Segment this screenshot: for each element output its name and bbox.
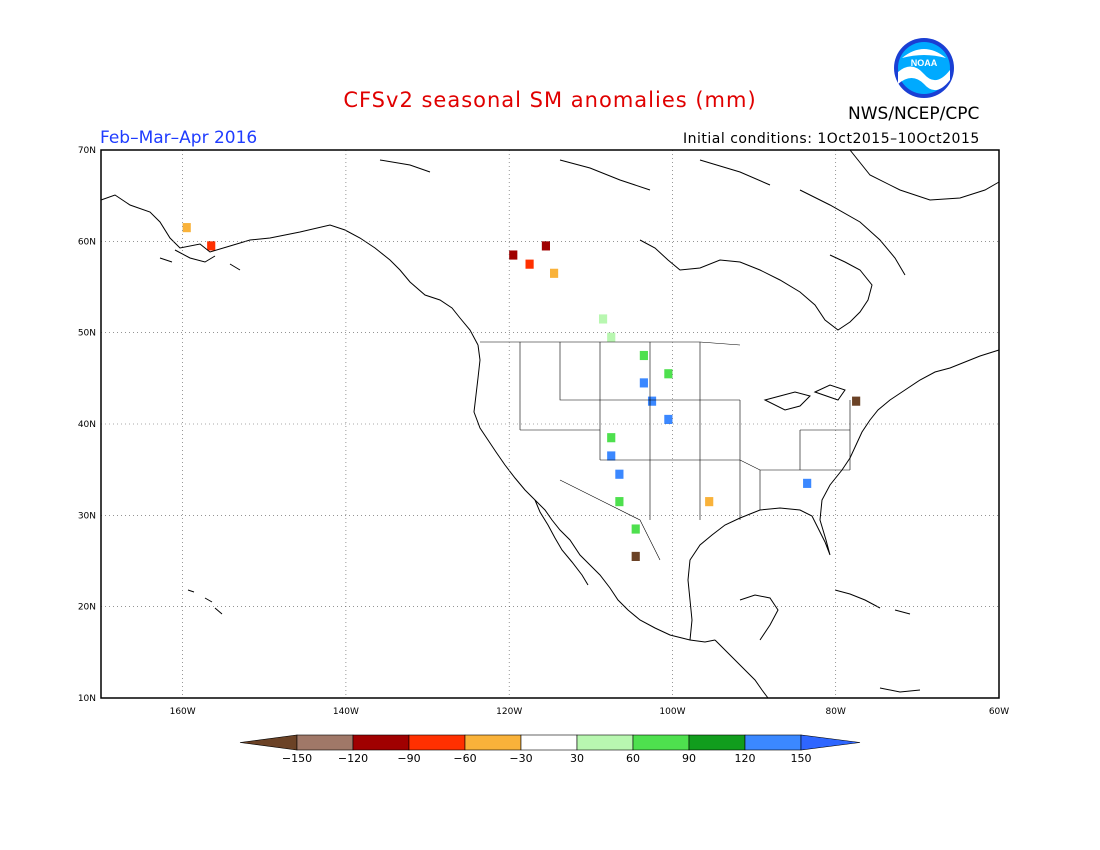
map-frame xyxy=(100,149,1000,699)
anomaly-cell xyxy=(509,250,518,260)
latitude-labels: 70N 60N 50N 40N 30N 20N 10N xyxy=(78,146,96,704)
anomaly-cell xyxy=(607,332,616,342)
lat-label: 20N xyxy=(78,603,96,613)
lat-label: 40N xyxy=(78,420,96,430)
anomaly-cell xyxy=(615,469,624,479)
lon-label: 80W xyxy=(826,707,846,717)
lon-label: 60W xyxy=(989,707,1009,717)
colorbar-segment xyxy=(464,734,522,751)
noaa-logo: NOAA xyxy=(894,38,954,98)
colorbar-max-arrow xyxy=(800,734,861,751)
logo-text: NOAA xyxy=(911,58,938,68)
lat-label: 10N xyxy=(78,694,96,704)
colorbar-tick-label: 90 xyxy=(682,752,696,765)
agency-label: NWS/NCEP/CPC xyxy=(848,104,980,124)
initial-conditions: Initial conditions: 1Oct2015–10Oct2015 xyxy=(683,131,980,147)
anomaly-cell xyxy=(598,314,608,324)
colorbar-tick-label: −60 xyxy=(453,752,476,765)
map-area xyxy=(100,149,1000,699)
lon-label: 160W xyxy=(170,707,196,717)
colorbar-tick-label: −90 xyxy=(397,752,420,765)
anomaly-cell xyxy=(541,241,550,251)
anomaly-cell xyxy=(182,223,191,233)
lat-label: 70N xyxy=(78,146,96,156)
colorbar-segment xyxy=(688,734,746,751)
anomaly-cell xyxy=(615,497,624,507)
colorbar-tick-label: −150 xyxy=(282,752,312,765)
anomaly-cell xyxy=(631,524,640,534)
anomaly-cell xyxy=(207,241,216,251)
colorbar-segment xyxy=(520,734,578,751)
colorbar-tick-label: −120 xyxy=(338,752,368,765)
lon-label: 100W xyxy=(659,707,685,717)
lon-label: 140W xyxy=(333,707,359,717)
lat-label: 30N xyxy=(78,511,96,521)
lat-label: 60N xyxy=(78,237,96,247)
colorbar-tick-label: −30 xyxy=(509,752,532,765)
anomaly-cell xyxy=(852,396,861,406)
colorbar-tick-label: 150 xyxy=(791,752,812,765)
anomaly-cell xyxy=(705,497,714,507)
graticule xyxy=(101,150,999,698)
anomaly-cell xyxy=(607,451,616,461)
colorbar-segment xyxy=(296,734,354,751)
anomaly-cell xyxy=(550,268,559,278)
anomaly-cells xyxy=(182,223,861,561)
anomaly-cell xyxy=(631,551,640,561)
map-title: CFSv2 seasonal SM anomalies (mm) xyxy=(343,88,757,112)
anomaly-cell xyxy=(664,369,673,379)
colorbar-segment xyxy=(408,734,466,751)
anomaly-cell xyxy=(525,259,534,269)
anomaly-cell xyxy=(803,478,812,488)
longitude-labels: 160W 140W 120W 100W 80W 60W xyxy=(170,707,1010,717)
forecast-period: Feb–Mar–Apr 2016 xyxy=(100,128,258,148)
anomaly-cell xyxy=(607,433,616,443)
anomaly-cell xyxy=(647,396,657,406)
colorbar-min-arrow xyxy=(239,734,298,751)
anomaly-cell xyxy=(639,350,648,361)
colorbar-segment xyxy=(744,734,802,751)
anomaly-cell xyxy=(639,378,648,388)
lon-label: 120W xyxy=(496,707,522,717)
colorbar-segment xyxy=(576,734,634,751)
colorbar-tick-label: 60 xyxy=(626,752,640,765)
colorbar-segment xyxy=(632,734,690,751)
political-borders xyxy=(480,341,851,561)
lat-label: 50N xyxy=(78,329,96,339)
colorbar: −150 −120 −90 −60 −30 30 60 90 120 150 xyxy=(239,734,861,765)
colorbar-tick-label: 30 xyxy=(570,752,584,765)
colorbar-segment xyxy=(352,734,410,751)
anomaly-cell xyxy=(664,414,673,424)
colorbar-tick-label: 120 xyxy=(735,752,756,765)
